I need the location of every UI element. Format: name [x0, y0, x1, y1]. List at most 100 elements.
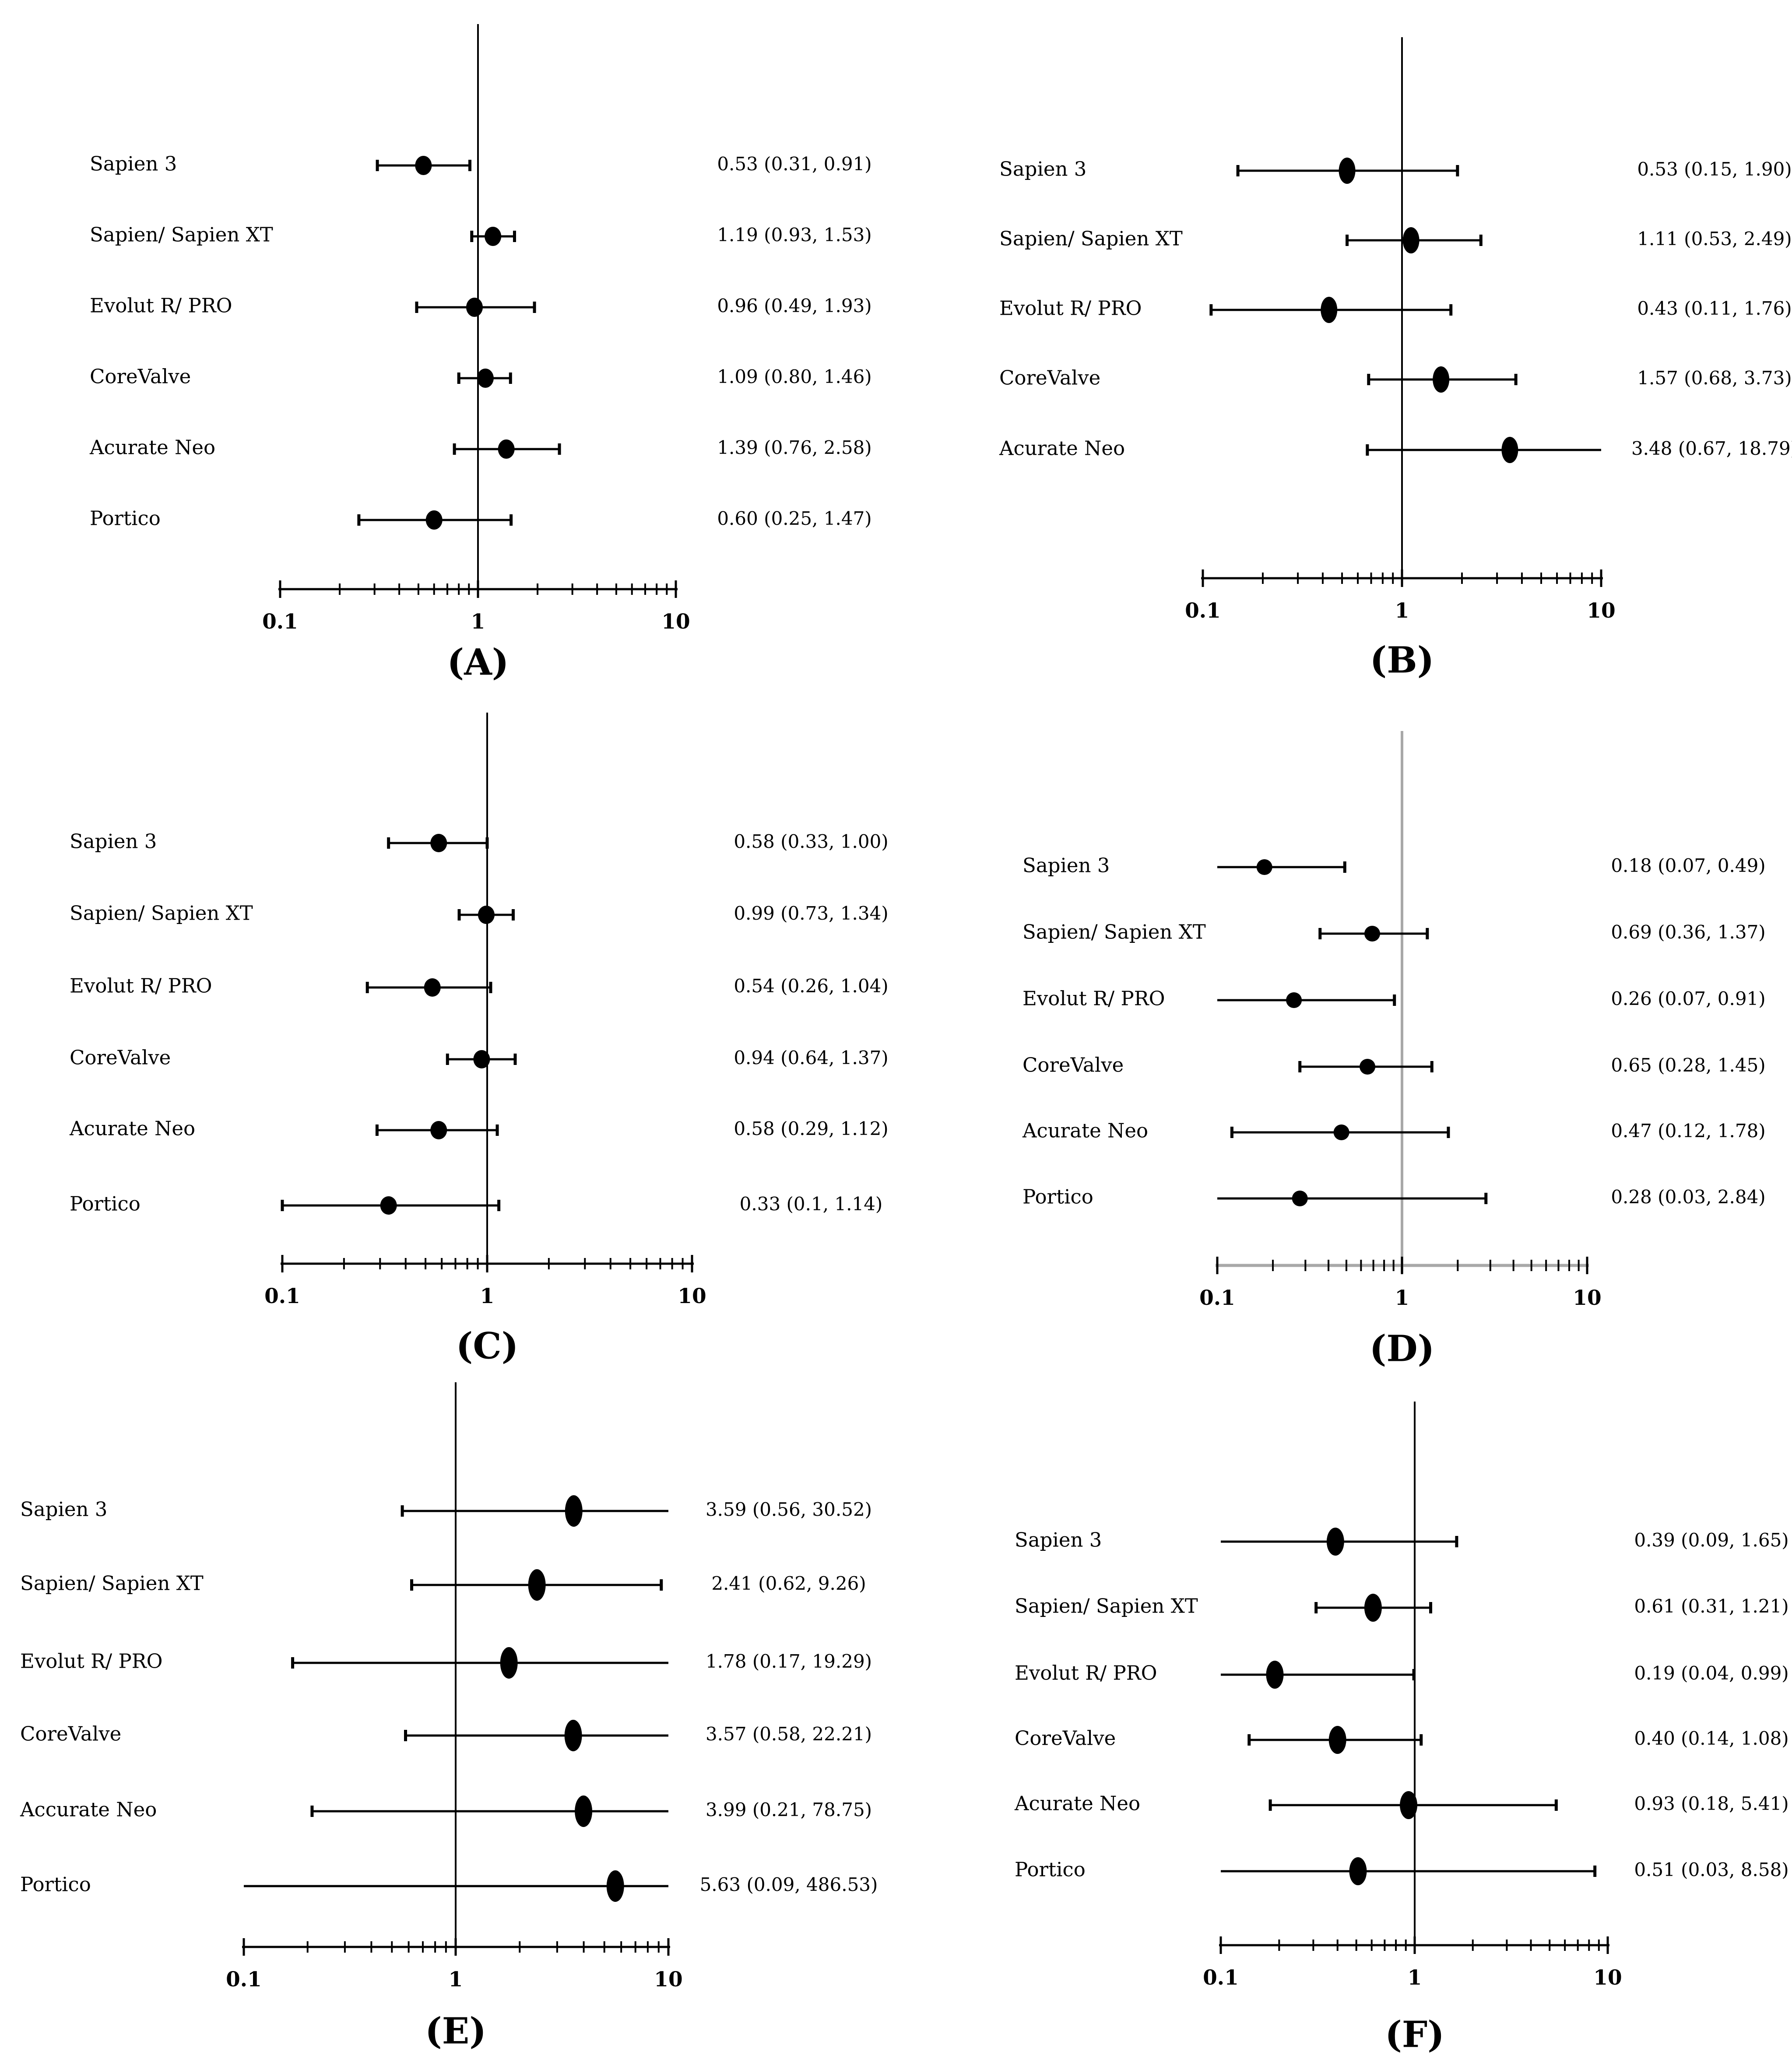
estimate-ci-text: 0.54 (0.26, 1.04): [734, 975, 888, 997]
estimate-ci-text: 0.60 (0.25, 1.47): [717, 508, 871, 529]
point-estimate-marker: [425, 510, 443, 530]
point-estimate-marker: [424, 978, 441, 997]
row-label: CoreValve: [999, 366, 1100, 390]
row-label: Evolut R/ PRO: [70, 974, 212, 998]
point-estimate-marker: [380, 1196, 397, 1215]
panel-letter: (E): [425, 2010, 486, 2052]
estimate-ci-text: 3.99 (0.21, 78.75): [706, 1799, 872, 1820]
row-label: Acurate Neo: [1022, 1119, 1148, 1142]
row-label: Sapien/ Sapien XT: [70, 902, 253, 925]
axis-tick-label: 0.1: [1203, 1966, 1239, 1990]
axis-tick-label: 1: [1408, 1966, 1422, 1990]
row-label: Sapien/ Sapien XT: [1015, 1595, 1198, 1618]
row-label: Acurate Neo: [999, 437, 1125, 460]
point-estimate-marker: [1339, 158, 1356, 184]
panel-letter: (F): [1385, 2013, 1444, 2055]
row-label: Evolut R/ PRO: [1022, 987, 1165, 1010]
row-label: Sapien/ Sapien XT: [999, 227, 1183, 250]
panel-letter: (A): [447, 641, 509, 683]
point-estimate-marker: [1501, 437, 1518, 463]
row-label: Evolut R/ PRO: [90, 294, 232, 317]
point-estimate-marker: [473, 1050, 490, 1068]
axis-tick-label: 0.1: [262, 610, 298, 634]
row-label: CoreValve: [70, 1046, 171, 1069]
point-estimate-marker: [478, 906, 495, 924]
point-estimate-marker: [1256, 859, 1272, 875]
point-estimate-marker: [430, 834, 447, 852]
estimate-ci-text: 1.39 (0.76, 2.58): [717, 437, 871, 458]
point-estimate-marker: [564, 1720, 582, 1751]
estimate-ci-text: 1.78 (0.17, 19.29): [706, 1651, 872, 1672]
estimate-ci-text: 1.09 (0.80, 1.46): [717, 366, 871, 387]
estimate-ci-text: 0.93 (0.18, 5.41): [1634, 1793, 1788, 1814]
panel-c-canvas: 0.1 1 10 (C) Sapien 3 0.58 (0.33, 1.00) Sapien…: [69, 713, 889, 1367]
forest-panel-b: 0.1 1 10 (B) Sapien 3 0.53 (0.15, 1.90) Sapien…: [896, 0, 1792, 687]
panel-d-canvas: 0.1 1 10 (D) Sapien 3 0.18 (0.07, 0.49) Sapien…: [1022, 731, 1766, 1370]
estimate-ci-text: 0.69 (0.36, 1.37): [1611, 921, 1765, 943]
panel-letter: (D): [1370, 1328, 1435, 1370]
panel-a-canvas: 0.1 1 10 (A) Sapien 3 0.53 (0.31, 0.91) Sapien…: [89, 24, 872, 683]
point-estimate-marker: [1328, 1726, 1346, 1754]
point-estimate-marker: [528, 1569, 546, 1601]
estimate-ci-text: 0.19 (0.04, 0.99): [1634, 1662, 1788, 1684]
point-estimate-marker: [1326, 1528, 1344, 1556]
panel-letter: (B): [1370, 639, 1434, 681]
axis-tick-label: 10: [1573, 1286, 1601, 1310]
row-label: Sapien 3: [70, 830, 157, 853]
row-label: Sapien 3: [999, 158, 1086, 181]
point-estimate-marker: [1360, 1059, 1376, 1075]
point-estimate-marker: [1292, 1191, 1308, 1206]
estimate-ci-text: 3.57 (0.58, 22.21): [706, 1723, 872, 1745]
estimate-ci-text: 0.53 (0.31, 0.91): [717, 153, 871, 175]
estimate-ci-text: 0.61 (0.31, 1.21): [1634, 1595, 1788, 1617]
point-estimate-marker: [606, 1870, 624, 1902]
row-label: Evolut R/ PRO: [1015, 1662, 1157, 1685]
row-label: CoreValve: [90, 365, 191, 388]
point-estimate-marker: [565, 1495, 583, 1527]
panel-f-canvas: 0.1 1 10 (F) Sapien 3 0.39 (0.09, 1.65) Sapien…: [1014, 1402, 1789, 2055]
point-estimate-marker: [466, 298, 483, 317]
row-label: Sapien 3: [1022, 854, 1110, 877]
axis-tick-label: 10: [654, 1968, 682, 1992]
estimate-ci-text: 0.94 (0.64, 1.37): [734, 1047, 888, 1068]
panel-e-canvas: 0.1 1 10 (E) Sapien 3 3.59 (0.56, 30.52) Sapie…: [20, 1382, 878, 2052]
estimate-ci-text: 0.65 (0.28, 1.45): [1611, 1054, 1765, 1076]
axis-tick-label: 0.1: [1185, 599, 1221, 623]
forest-panel-d: 0.1 1 10 (D) Sapien 3 0.18 (0.07, 0.49) Sapien…: [896, 687, 1792, 1379]
forest-panel-c: 0.1 1 10 (C) Sapien 3 0.58 (0.33, 1.00) Sapien…: [0, 687, 896, 1379]
estimate-ci-text: 0.99 (0.73, 1.34): [734, 903, 888, 924]
point-estimate-marker: [1333, 1124, 1349, 1140]
axis-tick-label: 0.1: [264, 1284, 300, 1308]
point-estimate-marker: [500, 1647, 518, 1679]
point-estimate-marker: [1286, 992, 1302, 1008]
estimate-ci-text: 0.39 (0.09, 1.65): [1634, 1529, 1788, 1551]
estimate-ci-text: 0.18 (0.07, 0.49): [1611, 855, 1765, 876]
axis-tick-label: 1: [471, 610, 485, 634]
axis-tick-label: 0.1: [1199, 1286, 1235, 1310]
point-estimate-marker: [1266, 1661, 1284, 1689]
estimate-ci-text: 3.59 (0.56, 30.52): [706, 1499, 872, 1520]
row-label: Portico: [1015, 1858, 1086, 1881]
panel-b-canvas: 0.1 1 10 (B) Sapien 3 0.53 (0.15, 1.90) Sapien…: [999, 37, 1792, 681]
axis-tick-label: 10: [1593, 1966, 1622, 1990]
row-label: Sapien 3: [90, 152, 177, 176]
point-estimate-marker: [485, 227, 502, 246]
point-estimate-marker: [575, 1795, 593, 1827]
estimate-ci-text: 0.33 (0.1, 1.14): [740, 1193, 883, 1215]
estimate-ci-text: 1.11 (0.53, 2.49): [1637, 228, 1792, 249]
estimate-ci-text: 0.96 (0.49, 1.93): [717, 295, 871, 316]
row-label: CoreValve: [1015, 1727, 1116, 1750]
point-estimate-marker: [1402, 227, 1420, 253]
row-label: Evolut R/ PRO: [999, 297, 1142, 320]
estimate-ci-text: 0.47 (0.12, 1.78): [1611, 1120, 1765, 1142]
forest-panel-a: 0.1 1 10 (A) Sapien 3 0.53 (0.31, 0.91) Sapien…: [0, 0, 896, 687]
axis-tick-label: 0.1: [226, 1968, 262, 1992]
row-label: Acurate Neo: [69, 1117, 195, 1140]
forest-panel-e: 0.1 1 10 (E) Sapien 3 3.59 (0.56, 30.52) Sapie…: [0, 1379, 896, 2066]
estimate-ci-text: 1.19 (0.93, 1.53): [717, 224, 871, 246]
estimate-ci-text: 0.40 (0.14, 1.08): [1634, 1728, 1788, 1749]
axis-tick-label: 10: [1587, 599, 1615, 623]
row-label: Acurate Neo: [89, 436, 215, 459]
estimate-ci-text: 5.63 (0.09, 486.53): [700, 1874, 878, 1895]
